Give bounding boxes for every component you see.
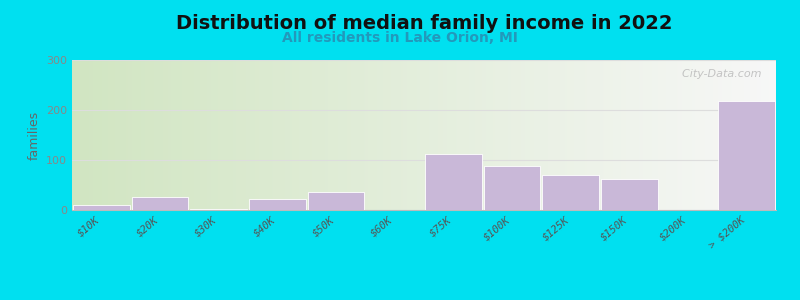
Bar xyxy=(542,175,599,210)
Bar xyxy=(249,199,306,210)
Bar xyxy=(307,191,365,210)
Text: City-Data.com: City-Data.com xyxy=(675,69,762,79)
Bar xyxy=(190,208,247,210)
Bar xyxy=(718,101,775,210)
Title: Distribution of median family income in 2022: Distribution of median family income in … xyxy=(176,14,672,33)
Bar xyxy=(73,205,130,210)
Text: All residents in Lake Orion, MI: All residents in Lake Orion, MI xyxy=(282,32,518,46)
Bar xyxy=(601,179,658,210)
Bar xyxy=(131,196,189,210)
Bar xyxy=(483,166,541,210)
Y-axis label: families: families xyxy=(27,110,41,160)
Bar xyxy=(425,154,482,210)
